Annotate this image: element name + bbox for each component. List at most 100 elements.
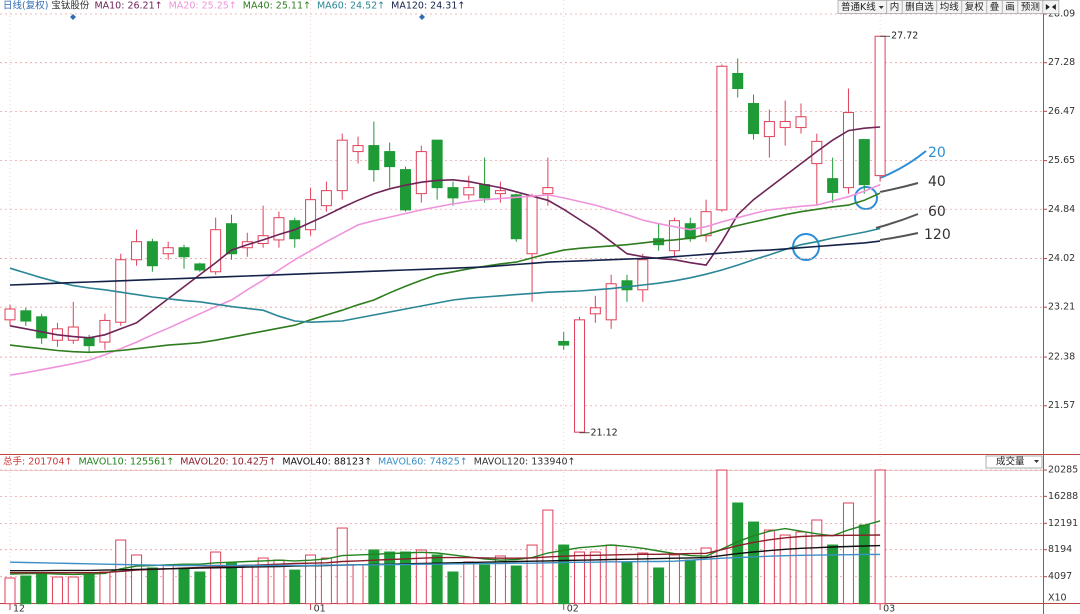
candle-body: [400, 169, 411, 211]
candle-body: [20, 310, 32, 322]
header-label: 宝钛股份: [51, 0, 90, 12]
x-tick-label: 01: [314, 604, 326, 614]
toolbar-button[interactable]: 均线: [936, 0, 963, 14]
toolbar-button[interactable]: 预测: [1017, 0, 1044, 14]
legend-entry: MA10: 26.21↑: [94, 1, 162, 12]
toolbar-button[interactable]: 复权: [961, 0, 988, 14]
volume-bar: [305, 554, 317, 605]
candle-body: [194, 263, 206, 271]
toolbar-button[interactable]: 叠: [986, 0, 1003, 14]
y-tick-label: 21.57: [1048, 400, 1075, 411]
candle-body: [352, 145, 364, 153]
y-tick-label: 27.28: [1048, 57, 1075, 68]
trend-extension: [879, 150, 927, 179]
volume-bar: [716, 469, 728, 605]
toolbar-button[interactable]: 普通K线: [837, 0, 888, 14]
toolbar-button[interactable]: 内: [886, 0, 903, 14]
button-label[interactable]: 普通K线: [841, 1, 876, 13]
volume-bar: [510, 565, 522, 605]
candle-body: [526, 196, 538, 255]
button-box[interactable]: [1042, 0, 1060, 14]
volume-bar: [352, 564, 364, 605]
volume-bar: [684, 559, 696, 605]
button-label[interactable]: 画: [1005, 2, 1015, 13]
volume-bar: [763, 529, 775, 605]
candle-body: [67, 326, 79, 341]
x-tick-label: 12: [13, 604, 25, 614]
marks: [4, 35, 886, 605]
button-label[interactable]: 均线: [940, 1, 960, 13]
volume-bar: [320, 557, 332, 605]
selector-label[interactable]: 成交量: [996, 456, 1025, 468]
volume-bar: [257, 557, 269, 605]
toolbar-button[interactable]: 删自选: [901, 0, 938, 14]
volume-bar: [20, 575, 32, 605]
volume-bar: [225, 562, 237, 605]
annotation-label: 40: [928, 174, 946, 190]
volume-bar: [637, 552, 649, 605]
button-label[interactable]: 删自选: [905, 1, 934, 13]
button-label[interactable]: 预测: [1021, 2, 1040, 13]
toolbar-button[interactable]: 画: [1001, 0, 1019, 14]
button-label[interactable]: 叠: [990, 2, 1000, 13]
volume-bar: [748, 521, 760, 605]
toolbar-button[interactable]: [1042, 0, 1060, 14]
volume-bar: [811, 519, 823, 605]
volume-bar: [668, 554, 680, 605]
candle-body: [336, 139, 348, 192]
candle-body: [716, 65, 728, 211]
button-label[interactable]: 复权: [965, 1, 985, 13]
candle-body: [131, 241, 143, 261]
annotation-label: 20: [928, 145, 946, 161]
volume-bar: [400, 551, 411, 605]
candle-body: [542, 187, 554, 195]
y-tick-label: 12191: [1048, 518, 1078, 529]
candle-body: [415, 151, 427, 195]
volume-bar: [210, 551, 222, 605]
legend-entry: MA20: 25.25↑: [169, 1, 237, 12]
volume-bar: [526, 544, 538, 605]
candle-body: [368, 145, 380, 171]
selector-arrow[interactable]: [1034, 460, 1039, 463]
ma-line: [9, 227, 881, 324]
volume-bar: [131, 554, 143, 605]
unit-label: X10: [1048, 593, 1067, 604]
volume-bar: [605, 544, 617, 605]
volume-bar: [842, 502, 854, 605]
selector-box[interactable]: [985, 455, 1043, 469]
volume-bar: [447, 571, 459, 605]
candle-body: [605, 283, 617, 321]
dropdown-arrow[interactable]: [878, 6, 884, 9]
candle-body: [748, 103, 760, 135]
y-tick-label: 24.02: [1048, 253, 1075, 264]
ma-line: [9, 240, 881, 286]
button-label[interactable]: 内: [890, 1, 900, 13]
candle-body: [99, 319, 111, 343]
toolbar: 普通K线 内删自选 均线 复权叠画预测: [837, 0, 1060, 14]
candle-body: [858, 139, 870, 186]
volume-selector[interactable]: 成交量: [985, 455, 1043, 469]
annotation-label: 120: [924, 227, 951, 243]
volume-bar: [36, 572, 48, 605]
volume-bar: [178, 567, 190, 605]
candle-body: [146, 241, 158, 267]
volume-bar: [241, 564, 253, 605]
candle-body: [447, 187, 459, 199]
candle-body: [558, 340, 570, 346]
volume-bar: [463, 561, 475, 605]
nav-icon[interactable]: [1045, 4, 1056, 10]
legend-entry: MAVOL60: 74825↑: [378, 457, 468, 468]
volume-bar: [83, 574, 95, 605]
y-tick-label: 26.47: [1048, 106, 1075, 117]
candle-body: [479, 184, 491, 199]
candle-body: [320, 190, 332, 207]
candle-body: [4, 308, 16, 321]
candle-body: [463, 187, 475, 196]
volume-bar: [431, 554, 443, 605]
candle-body: [827, 178, 839, 193]
volume-bar: [67, 576, 79, 605]
legend-entry: MA120: 24.31↑: [391, 1, 465, 12]
ma-line: [9, 553, 881, 567]
volume-bar: [779, 534, 791, 605]
